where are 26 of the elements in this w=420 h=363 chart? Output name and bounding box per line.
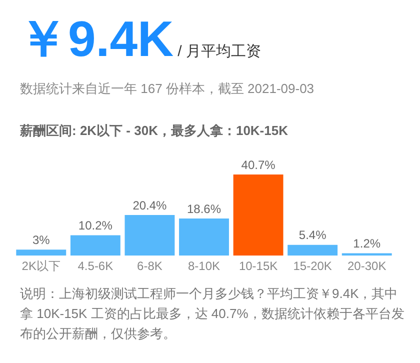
bar [179, 218, 229, 256]
data-label: 1.2% [353, 236, 381, 251]
data-label: 20.4% [132, 198, 168, 212]
x-tick-label: 20-30K [348, 259, 386, 274]
x-tick-label: 8-10K [188, 259, 220, 274]
x-tick-label: 10-15K [238, 259, 278, 274]
bar [16, 250, 66, 256]
bar [342, 253, 392, 256]
text: 数据统计来自近一年 167 份样本，截至 2021-09-03 [20, 80, 314, 98]
bar [70, 235, 120, 256]
x-tick-label: 2K以下 [22, 259, 60, 274]
x-tick-label: 15-20K [293, 259, 332, 274]
x-tick-label: 4.5-6K [78, 259, 114, 274]
bar [288, 244, 338, 256]
text: 说明：上海初级测试工程师一个月多少钱？平均工资￥9.4K，其中拿 10K-15K 工资的占比最多，达 40.7%，数据统计依赖于各平台发布的公开薪酬，仅供参考。 [20, 285, 405, 343]
bar [124, 214, 175, 256]
text: 薪酬区间: 2K以下 - 30K，最多人拿：10K-15K [20, 122, 288, 140]
bar [233, 174, 284, 256]
x-tick-label: 6-8K [137, 259, 162, 274]
data-label: 5.4% [298, 228, 327, 242]
data-label: 10.2% [78, 218, 113, 233]
chart-title: ￥9.4K [18, 11, 174, 67]
chart-subtitle: / 月平均工资 [178, 43, 261, 60]
data-label: 40.7% [241, 158, 276, 172]
data-label: 18.6% [186, 202, 222, 216]
data-label: 3% [32, 232, 50, 247]
